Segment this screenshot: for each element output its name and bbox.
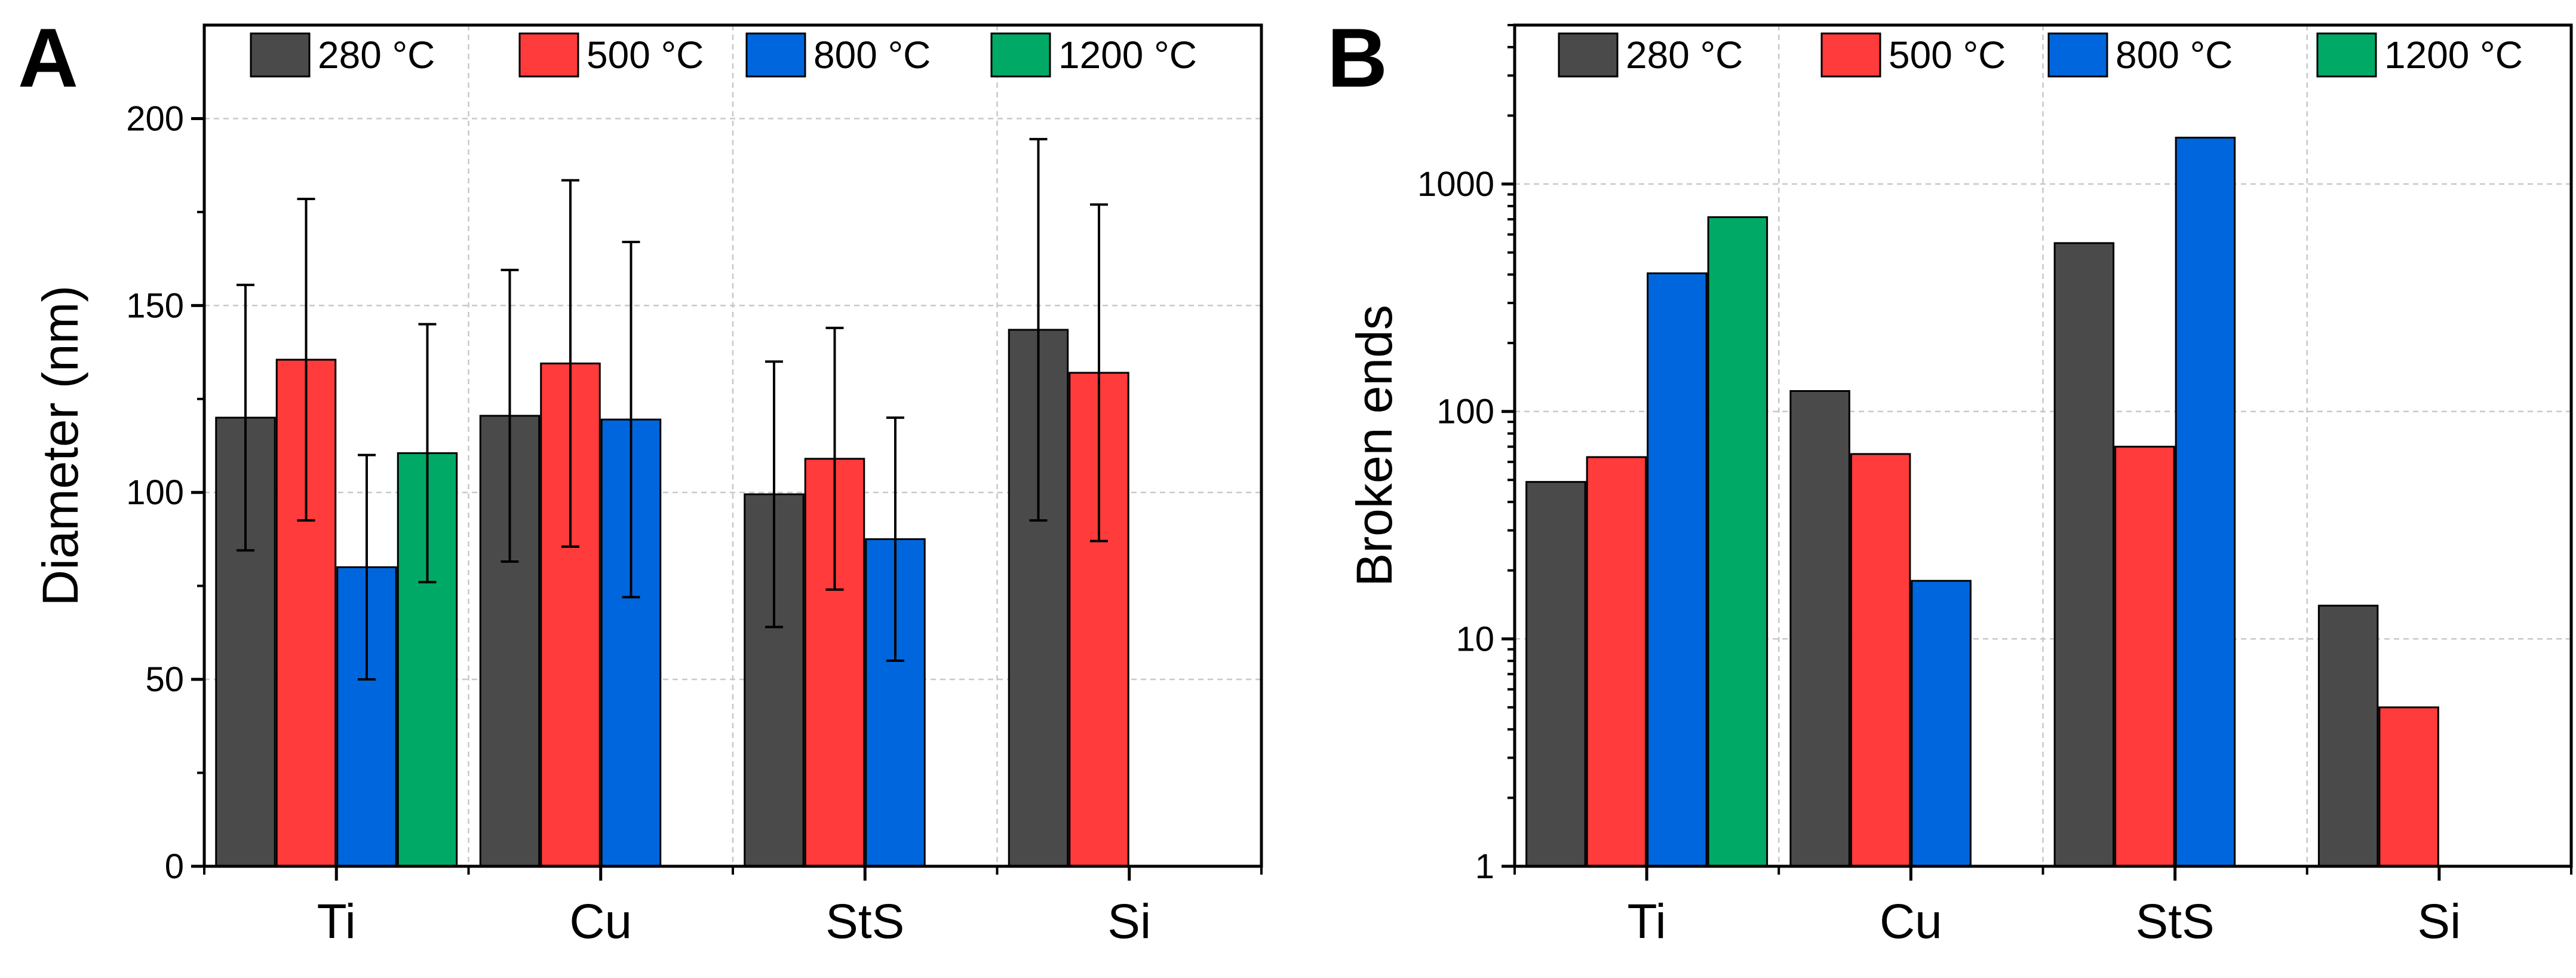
y-tick-label: 50 — [145, 660, 184, 699]
x-category-label-cu: Cu — [1880, 894, 1942, 949]
legend-label-800-c: 800 °C — [2116, 33, 2233, 76]
x-category-label-sts: StS — [825, 894, 904, 949]
panel-letter-a: A — [18, 11, 78, 105]
legend-swatch-500-c — [518, 32, 579, 78]
bar-sts-500-c — [2114, 446, 2175, 867]
legend-label-800-c: 800 °C — [813, 33, 931, 76]
bar-sts-280-c — [2053, 242, 2115, 867]
x-category-label-si: Si — [1107, 894, 1151, 949]
y-tick-label: 100 — [1436, 393, 1494, 431]
y-tick-label: 10 — [1456, 620, 1494, 658]
legend-swatch-1200-c — [2316, 32, 2377, 78]
y-tick-label: 1 — [1475, 847, 1494, 886]
legend-label-500-c: 500 °C — [1889, 33, 2006, 76]
y-tick-label: 200 — [126, 99, 184, 138]
legend-swatch-500-c — [1820, 32, 1881, 78]
x-category-label-si: Si — [2417, 894, 2461, 949]
bar-ti-800-c — [1647, 272, 1708, 867]
legend-label-280-c: 280 °C — [318, 33, 435, 76]
legend-swatch-800-c — [745, 32, 806, 78]
legend-swatch-1200-c — [990, 32, 1051, 78]
y-axis-title: Broken ends — [1346, 305, 1402, 587]
bar-ti-280-c — [1525, 481, 1586, 867]
bar-si-280-c — [2317, 605, 2379, 867]
y-tick-label: 0 — [165, 847, 184, 886]
legend-swatch-280-c — [250, 32, 311, 78]
legend-label-1200-c: 1200 °C — [1058, 33, 1197, 76]
legend-label-500-c: 500 °C — [587, 33, 704, 76]
bar-ti-500-c — [1586, 456, 1647, 867]
chart-panel-a: 0 50 100 150 200 Ti Cu StS Si Diameter (nm) A 280 °… — [18, 11, 1263, 949]
y-tick-label: 1000 — [1417, 165, 1494, 204]
x-category-label-ti: Ti — [1627, 894, 1666, 949]
panel-letter-b: B — [1327, 11, 1387, 105]
legend-swatch-280-c — [1558, 32, 1619, 78]
legend-label-280-c: 280 °C — [1626, 33, 1743, 76]
x-category-label-sts: StS — [2136, 894, 2215, 949]
chart-panel-b: 1 10 100 1000 Ti Cu StS Si Broken ends B 280 °C 500… — [1327, 11, 2573, 949]
bar-sts-800-c — [2175, 136, 2236, 867]
bar-cu-280-c — [1789, 390, 1850, 867]
y-tick-label: 100 — [126, 473, 184, 512]
y-axis-title: Diameter (nm) — [32, 286, 88, 606]
bar-cu-800-c — [1911, 580, 1972, 867]
bar-si-500-c — [2378, 706, 2439, 867]
x-category-label-cu: Cu — [569, 894, 632, 949]
x-category-label-ti: Ti — [317, 894, 356, 949]
legend-swatch-800-c — [2047, 32, 2108, 78]
bar-cu-500-c — [1850, 453, 1911, 867]
y-tick-label: 150 — [126, 286, 184, 325]
bar-ti-1200-c — [1707, 216, 1768, 867]
legend-label-1200-c: 1200 °C — [2384, 33, 2523, 76]
